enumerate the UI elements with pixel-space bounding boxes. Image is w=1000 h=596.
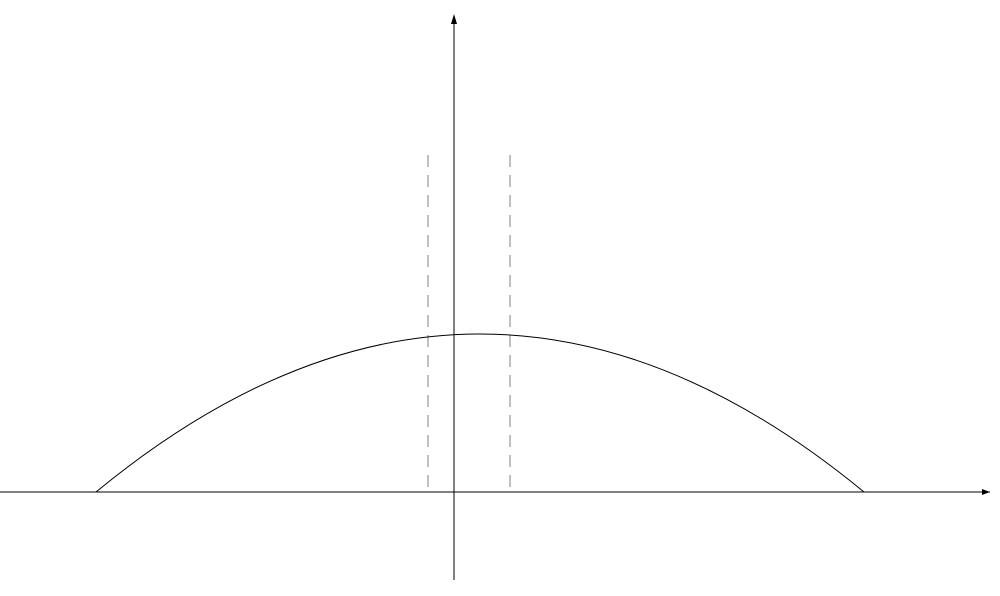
arc-curve (96, 334, 864, 492)
y-axis-arrow (451, 14, 457, 24)
diagram-canvas (0, 0, 1000, 596)
